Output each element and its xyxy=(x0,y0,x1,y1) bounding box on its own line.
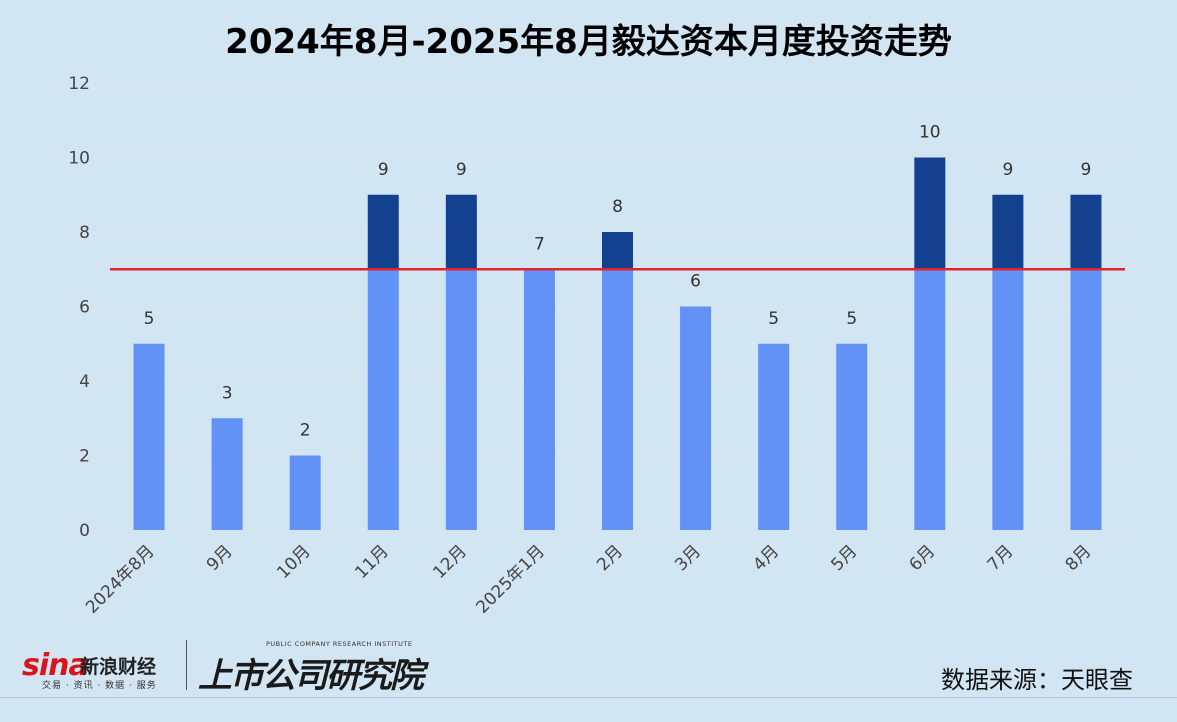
sina-logo: sina xyxy=(22,648,89,683)
data-label: 9 xyxy=(1081,160,1092,180)
y-tick-label: 2 xyxy=(79,447,90,467)
x-tick-label: 2024年8月 xyxy=(82,541,158,617)
data-label: 2 xyxy=(300,421,311,441)
bar xyxy=(289,455,321,530)
bar xyxy=(133,343,165,530)
bar-chart: 0 2 4 6 8 10 12 5 3 2 9 9 7 8 6 5 5 10 9 9 2024年8月 9月 10月 11月… xyxy=(68,74,1125,618)
x-tick-label: 8月 xyxy=(1062,541,1096,575)
x-tick-label: 7月 xyxy=(984,541,1018,575)
bottom-divider xyxy=(0,697,1177,698)
bar xyxy=(1070,269,1102,530)
logo-divider xyxy=(186,640,187,690)
bar xyxy=(836,343,868,530)
x-tick-label: 4月 xyxy=(749,541,783,575)
bar-excess xyxy=(914,157,946,270)
y-axis-ticks: 0 2 4 6 8 10 12 xyxy=(68,74,90,541)
data-label: 3 xyxy=(222,383,233,403)
bar xyxy=(992,269,1024,530)
data-label: 5 xyxy=(846,309,857,329)
bar xyxy=(523,269,555,530)
y-tick-label: 12 xyxy=(68,74,90,94)
institute-logo: 上市公司研究院 xyxy=(198,656,424,696)
bar xyxy=(445,269,477,530)
x-tick-label: 5月 xyxy=(827,541,861,575)
y-tick-label: 8 xyxy=(79,223,90,243)
x-tick-label: 10月 xyxy=(273,541,314,582)
bar xyxy=(758,343,790,530)
data-label: 9 xyxy=(378,160,389,180)
data-label: 10 xyxy=(919,123,941,143)
x-tick-label: 3月 xyxy=(671,541,705,575)
data-labels: 5 3 2 9 9 7 8 6 5 5 10 9 9 xyxy=(144,123,1092,441)
bar-excess xyxy=(367,194,399,270)
bar xyxy=(211,418,243,530)
x-tick-label: 11月 xyxy=(351,541,392,582)
y-tick-label: 6 xyxy=(79,298,90,318)
data-label: 9 xyxy=(456,160,467,180)
y-tick-label: 10 xyxy=(68,149,90,169)
bar xyxy=(680,306,712,530)
data-label: 7 xyxy=(534,234,545,254)
bars xyxy=(133,157,1102,530)
institute-english-name: PUBLIC COMPANY RESEARCH INSTITUTE xyxy=(266,640,413,648)
bar xyxy=(367,269,399,530)
data-label: 8 xyxy=(612,197,623,217)
sina-tagline: 交易 · 资讯 · 数据 · 服务 xyxy=(42,681,157,691)
bar-excess xyxy=(992,194,1024,270)
x-tick-label: 6月 xyxy=(906,541,940,575)
data-label: 9 xyxy=(1002,160,1013,180)
x-tick-label: 9月 xyxy=(203,541,237,575)
bar-excess xyxy=(445,194,477,270)
chart-title: 2024年8月-2025年8月毅达资本月度投资走势 xyxy=(225,22,952,62)
bar xyxy=(602,269,633,530)
y-tick-label: 4 xyxy=(79,372,90,392)
bar xyxy=(914,269,946,530)
x-tick-label: 12月 xyxy=(429,541,470,582)
sina-finance-name: 新浪财经 xyxy=(80,656,157,678)
y-tick-label: 0 xyxy=(79,521,90,541)
bar-excess xyxy=(1070,194,1102,270)
bar-excess xyxy=(602,232,633,270)
x-axis-ticks: 2024年8月 9月 10月 11月 12月 2025年1月 2月 3月 4月 5月 6月 7月 8月 xyxy=(82,541,1095,617)
x-tick-label: 2025年1月 xyxy=(473,541,549,617)
data-source: 数据来源：天眼查 xyxy=(941,666,1133,694)
footer-logos: sina 新浪财经 交易 · 资讯 · 数据 · 服务 PUBLIC COMPA… xyxy=(22,640,442,696)
x-tick-label: 2月 xyxy=(593,541,627,575)
data-label: 6 xyxy=(690,272,701,292)
data-label: 5 xyxy=(144,309,155,329)
data-label: 5 xyxy=(768,309,779,329)
